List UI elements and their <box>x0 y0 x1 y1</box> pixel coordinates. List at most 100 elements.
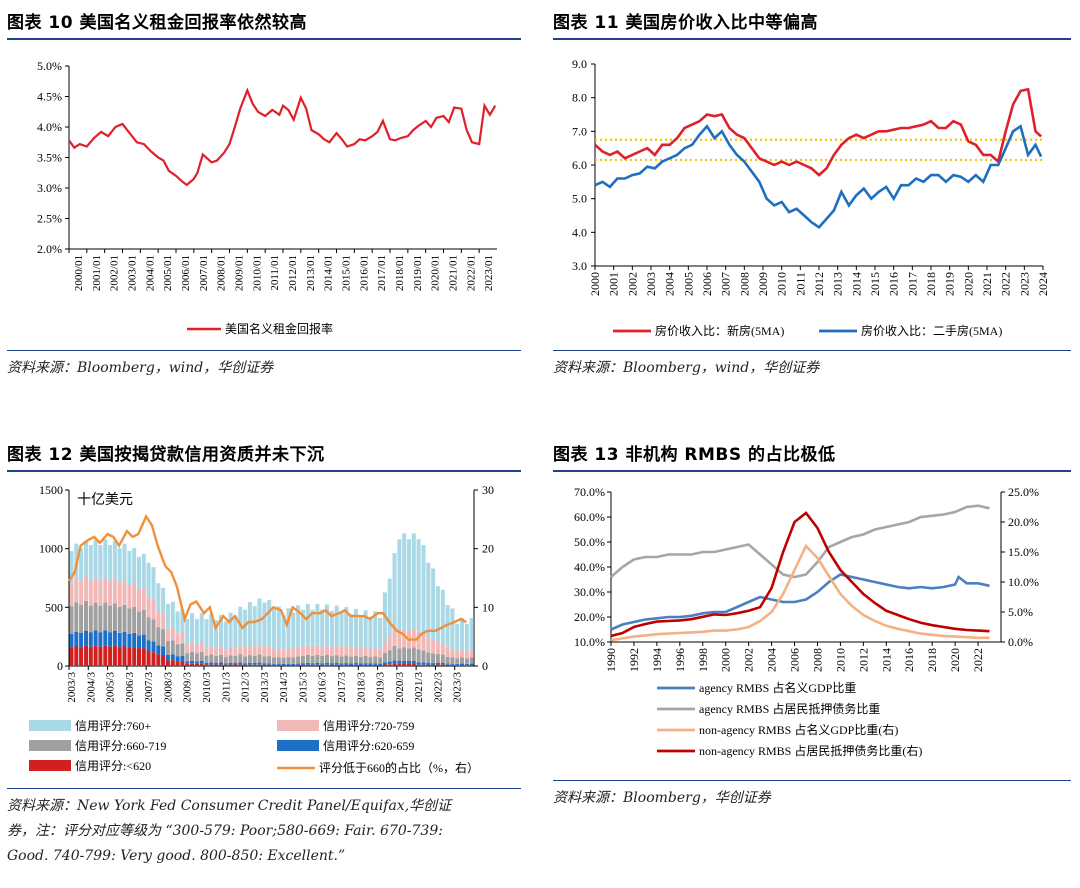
bar-segment-s_lt620 <box>132 647 137 666</box>
bar-segment-s660 <box>291 657 296 664</box>
legend-label: 信用评分:720-759 <box>323 719 414 733</box>
x-tick-label: 2019 <box>943 272 957 296</box>
bar-segment-s720 <box>310 646 315 656</box>
bar-segment-s_lt620 <box>305 664 310 666</box>
series-line-existing-home <box>594 124 1043 230</box>
bar-segment-s720 <box>276 648 281 657</box>
bar-segment-s620 <box>286 663 291 665</box>
x-tick-label: 2017 <box>905 272 919 296</box>
bar-segment-s660 <box>281 657 286 664</box>
source-line: 券，注：评分对应等级为 “300-579: Poor;580-669: Fair… <box>7 823 443 839</box>
bar-segment-s620 <box>296 663 301 665</box>
bar-segment-s760 <box>329 610 334 648</box>
unit-label: 十亿美元 <box>77 492 133 508</box>
bar-segment-s760 <box>426 562 431 639</box>
bar-segment-s660 <box>344 655 349 664</box>
bar-segment-s720 <box>233 648 238 656</box>
bar-segment-s_lt620 <box>334 664 339 666</box>
bar-segment-s760 <box>272 609 276 649</box>
bar-segment-s_lt620 <box>204 664 209 666</box>
y-tick-label: 40.0% <box>574 560 605 574</box>
x-tick-label: 2010 <box>833 648 847 672</box>
y-tick-label: 5.0% <box>37 59 62 73</box>
bar-segment-s_lt620 <box>214 664 219 666</box>
bar-segment-s_lt620 <box>151 652 156 666</box>
bar-segment-s720 <box>180 632 185 644</box>
bar-segment-s720 <box>325 645 329 655</box>
title-rule <box>7 38 521 40</box>
bar-segment-s660 <box>464 658 469 664</box>
x-tick-label: 2015 <box>868 272 882 296</box>
bar-segment-s760 <box>416 539 421 632</box>
bar-segment-s_lt620 <box>175 661 180 666</box>
bar-segment-s760 <box>132 548 137 584</box>
bar-segment-s660 <box>132 607 137 633</box>
legend-label: 信用评分:<620 <box>75 759 151 773</box>
bar-segment-s_lt620 <box>276 664 281 666</box>
bar-segment-s660 <box>146 617 151 641</box>
bar-segment-s_lt620 <box>281 665 286 666</box>
bar-segment-s620 <box>339 663 344 665</box>
x-tick-label: 2020/01 <box>430 255 442 291</box>
x-tick-label: 2005 <box>681 272 695 296</box>
bar-segment-s620 <box>334 663 339 665</box>
x-tick-label: 2018/3 <box>355 672 367 703</box>
bar-segment-s660 <box>363 656 368 664</box>
series-line-agency-gdp <box>610 573 990 631</box>
bar-segment-s_lt620 <box>349 665 354 666</box>
bar-segment-s760 <box>257 598 262 645</box>
bar-segment-s760 <box>103 539 108 578</box>
bar-segment-s_lt620 <box>421 664 426 666</box>
bar-segment-s_lt620 <box>238 664 243 666</box>
y-tick-label: 20.0% <box>574 610 605 624</box>
bar-segment-s660 <box>252 655 257 663</box>
bar-segment-s_lt620 <box>291 664 296 666</box>
series-line-share-below-660 <box>67 513 467 641</box>
bar-segment-s_lt620 <box>247 664 252 666</box>
bar-segment-s_lt620 <box>112 646 117 666</box>
x-tick-label: 2015/01 <box>340 255 352 291</box>
bar-segment-s760 <box>397 539 402 631</box>
panel-rent-yield: 图表 10 美国名义租金回报率依然较高 5.0% 4.5% 4.0% 3.5% 3.0%… <box>7 8 521 388</box>
bar-segment-s760 <box>93 539 98 578</box>
chart-title: 图表 13 非机构 RMBS 的占比极低 <box>553 445 836 465</box>
bar-segment-s620 <box>180 655 185 661</box>
bar-segment-s720 <box>257 644 262 655</box>
bar-segment-s_lt620 <box>368 665 373 666</box>
bar-segment-s760 <box>180 609 185 632</box>
bar-segment-s620 <box>223 663 228 665</box>
y-tick-label: 60.0% <box>574 510 605 524</box>
bar-segment-s720 <box>431 639 436 654</box>
bar-segment-s_lt620 <box>358 665 363 666</box>
x-tick-label: 2012 <box>812 272 826 296</box>
bottom-rule <box>7 350 521 351</box>
bar-segment-s760 <box>185 619 190 645</box>
bar-segment-s_lt620 <box>416 664 421 666</box>
bar-segment-s660 <box>276 657 281 664</box>
bar-segment-s620 <box>392 660 397 664</box>
bar-segment-s_lt620 <box>387 664 392 666</box>
bar-segment-s660 <box>320 655 325 664</box>
bar-segment-s720 <box>84 575 88 601</box>
bar-segment-s620 <box>325 662 329 665</box>
bar-segment-s660 <box>358 656 363 664</box>
bar-segment-s620 <box>435 662 440 665</box>
bar-segment-s760 <box>325 604 329 646</box>
bar-segment-s_lt620 <box>339 664 344 666</box>
bar-segment-s_lt620 <box>170 660 175 666</box>
bar-segment-s_lt620 <box>88 646 93 666</box>
x-tick-label: 2008/3 <box>162 672 174 703</box>
bar-segment-s_lt620 <box>93 645 98 666</box>
bar-segment-s660 <box>339 656 344 664</box>
bar-segment-s620 <box>445 663 450 665</box>
bar-segment-s660 <box>373 656 378 664</box>
bar-segment-s720 <box>426 638 431 653</box>
x-tick-label: 2018/01 <box>394 255 406 291</box>
y-tick-label: 2.0% <box>37 242 62 256</box>
bar-segment-s620 <box>233 663 238 665</box>
bar-segment-s760 <box>98 545 103 582</box>
bar-segment-s760 <box>305 603 310 645</box>
bar-segment-s720 <box>219 646 223 655</box>
bar-segment-s660 <box>156 627 161 646</box>
x-tick-label: 1990 <box>604 648 618 672</box>
